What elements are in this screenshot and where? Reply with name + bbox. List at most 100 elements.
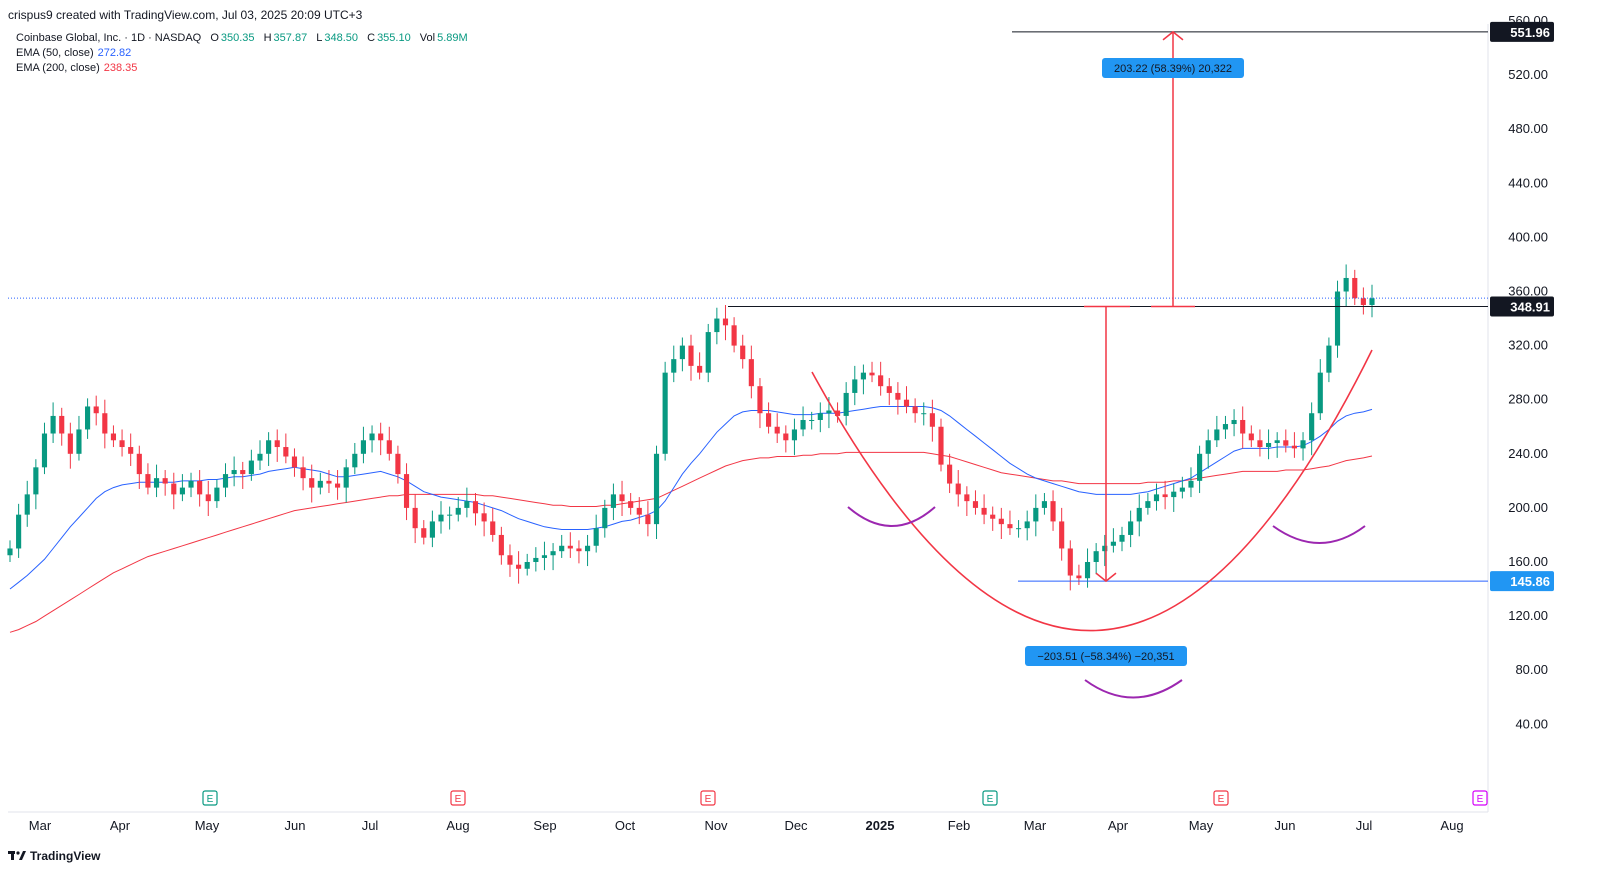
volume-label: Vol <box>419 32 436 44</box>
candle-body <box>464 501 470 508</box>
candle <box>490 507 496 542</box>
candle <box>1076 564 1082 585</box>
candle <box>1309 402 1315 456</box>
candle <box>1153 483 1160 511</box>
candle-body <box>1007 524 1013 529</box>
y-tick-label: 120.00 <box>1508 608 1548 623</box>
earnings-marker-box <box>450 790 466 806</box>
candle-body <box>947 464 953 484</box>
candle <box>1257 429 1263 457</box>
ema200-path <box>9 451 1373 633</box>
candle <box>421 520 427 545</box>
candle-body <box>1128 521 1134 535</box>
candle <box>516 551 522 584</box>
candle-body <box>1205 440 1211 454</box>
candle <box>1050 490 1056 531</box>
candle-body <box>1274 440 1280 443</box>
right-handle-curve <box>1272 525 1366 544</box>
candle <box>1162 480 1168 510</box>
candle-body <box>283 447 289 457</box>
y-tick-label: 440.00 <box>1508 175 1548 190</box>
ema50-legend[interactable]: EMA (50, close) 272.82 <box>16 46 474 61</box>
candle <box>438 501 444 534</box>
candle-body <box>1076 575 1082 579</box>
candle-body <box>886 386 892 393</box>
candle-body <box>921 413 927 415</box>
chart-credit: crispus9 created with TradingView.com, J… <box>8 8 363 22</box>
bottom-curve <box>1084 679 1183 699</box>
candle <box>912 398 918 423</box>
candle <box>179 474 185 502</box>
candle-body <box>1136 507 1142 522</box>
candle <box>1360 287 1366 315</box>
candle <box>266 432 272 466</box>
x-tick-label: Dec <box>784 818 808 833</box>
time-axis[interactable]: Mar Apr May Jun Jul Aug Sep Oct Nov Dec 2025 Feb Mar… <box>29 818 1464 833</box>
candle-body <box>1248 433 1254 441</box>
candle-body <box>1343 277 1349 292</box>
candle-body <box>1283 440 1289 446</box>
candle-body <box>1102 545 1108 552</box>
candle <box>1214 415 1220 448</box>
ema50-line <box>9 406 1373 590</box>
symbol-name[interactable]: Coinbase Global, Inc. · 1D · NASDAQ <box>16 32 202 44</box>
candle <box>878 361 884 396</box>
measure-down-arrowhead <box>1095 572 1117 583</box>
earnings-marker-label: E <box>1218 794 1225 805</box>
candle <box>395 445 401 484</box>
candle-body <box>766 413 772 427</box>
candle-body <box>153 478 160 488</box>
resistance-price-badge-text: 348.91 <box>1510 299 1550 314</box>
candle <box>817 402 823 433</box>
candle <box>343 459 349 503</box>
candle <box>24 480 30 527</box>
candle-body <box>455 507 461 515</box>
earnings-marker-box <box>202 790 218 806</box>
candle <box>205 480 211 517</box>
candle-body <box>955 483 961 495</box>
price-axis[interactable]: 560.00520.00480.00440.00400.00360.00320.… <box>1490 13 1554 731</box>
candle-body <box>567 545 573 549</box>
candle-body <box>697 365 703 373</box>
candle-body <box>214 487 220 502</box>
candle <box>50 402 56 443</box>
candle-body <box>1360 298 1366 306</box>
candle <box>783 425 789 453</box>
candle-body <box>231 470 237 475</box>
y-tick-label: 200.00 <box>1508 500 1548 515</box>
tradingview-brand: TradingView <box>30 849 101 863</box>
candle-body <box>533 557 539 562</box>
candle <box>1084 548 1091 588</box>
earnings-marker: E <box>982 790 998 806</box>
candle <box>222 463 229 498</box>
ema200-legend[interactable]: EMA (200, close) 238.35 <box>16 61 474 76</box>
x-tick-label: Apr <box>110 818 131 833</box>
x-tick-label: Aug <box>1440 818 1463 833</box>
candle <box>834 402 841 423</box>
candle-body <box>197 480 203 495</box>
candle <box>274 429 280 462</box>
candle-body <box>938 426 944 465</box>
candle <box>33 459 39 510</box>
candle <box>145 463 151 495</box>
candle <box>705 323 711 383</box>
candle <box>171 472 177 510</box>
candle <box>1093 543 1099 575</box>
candle-body <box>291 456 298 468</box>
candle <box>102 399 108 449</box>
candle <box>369 425 375 453</box>
candle <box>59 407 65 446</box>
y-tick-label: 240.00 <box>1508 446 1548 461</box>
candle <box>1334 280 1341 358</box>
candle-body <box>1059 521 1065 549</box>
candle-body <box>326 480 332 484</box>
candle <box>679 337 685 372</box>
x-tick-label: Apr <box>1108 818 1129 833</box>
candle <box>300 456 306 491</box>
x-tick-label: Sep <box>533 818 556 833</box>
candle <box>990 506 996 531</box>
candle-body <box>860 372 866 380</box>
candle-body <box>912 406 918 414</box>
